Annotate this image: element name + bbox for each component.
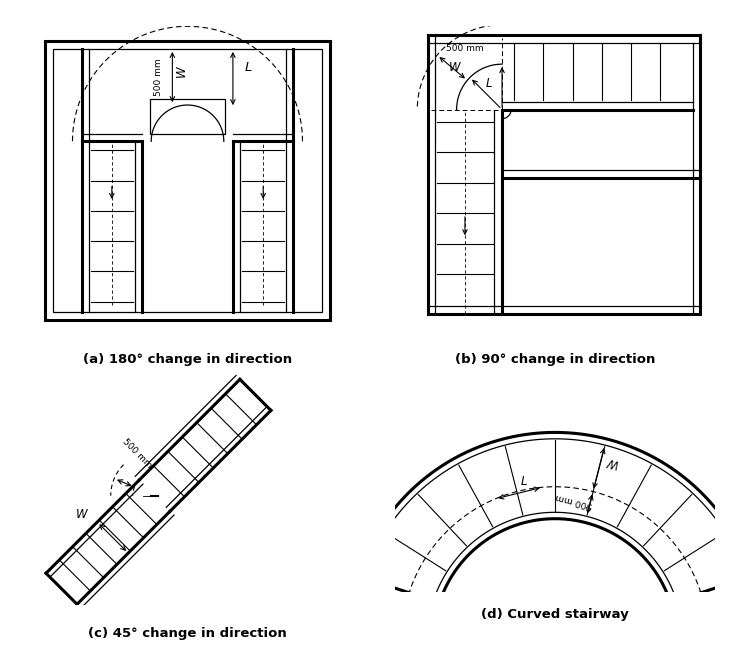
Text: (a) 180° change in direction: (a) 180° change in direction bbox=[83, 353, 292, 367]
Text: 500 mm: 500 mm bbox=[446, 43, 484, 53]
Text: (d) Curved stairway: (d) Curved stairway bbox=[482, 608, 628, 621]
Bar bbox=[150, 99, 225, 134]
Text: 500 mm: 500 mm bbox=[121, 437, 154, 470]
Text: L: L bbox=[520, 475, 527, 488]
Text: L: L bbox=[244, 61, 252, 74]
Text: L: L bbox=[485, 77, 492, 90]
Text: W: W bbox=[175, 65, 188, 77]
Text: (b) 90° change in direction: (b) 90° change in direction bbox=[454, 353, 656, 367]
Text: 500 mm: 500 mm bbox=[554, 492, 593, 510]
Text: W: W bbox=[604, 454, 619, 470]
Text: W: W bbox=[449, 61, 460, 74]
Text: (c) 45° change in direction: (c) 45° change in direction bbox=[88, 627, 286, 640]
Bar bbox=[53, 49, 322, 313]
Text: W: W bbox=[76, 508, 88, 520]
Text: 500 mm: 500 mm bbox=[154, 58, 164, 96]
